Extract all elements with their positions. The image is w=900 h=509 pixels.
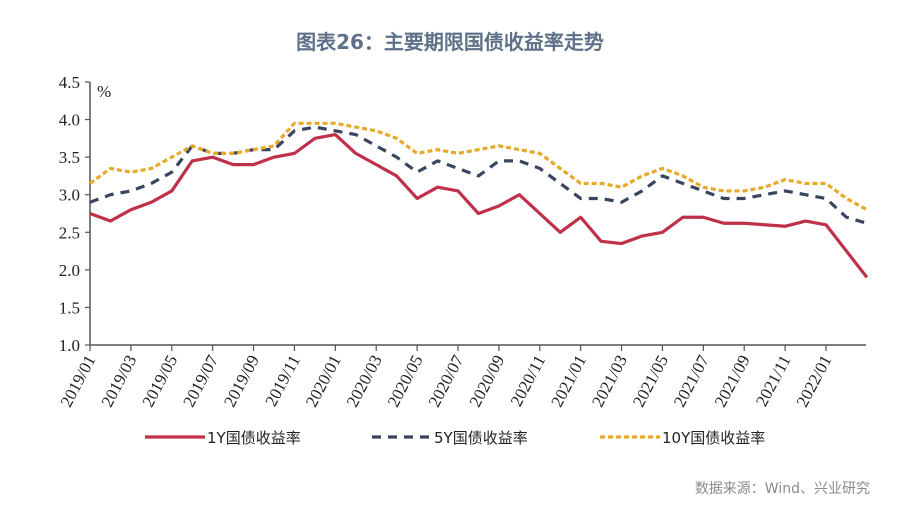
y-tick-label: 1.5 <box>59 298 80 317</box>
x-tick-label: 2020/03 <box>343 352 386 410</box>
y-tick-label: 2.0 <box>59 261 80 280</box>
legend-label-2: 5Y国债收益率 <box>434 429 528 447</box>
y-tick-label: 4.0 <box>59 111 80 130</box>
x-tick-label: 2021/03 <box>588 352 631 410</box>
x-tick-label: 2020/11 <box>507 352 550 410</box>
y-tick-label: 3.0 <box>59 186 80 205</box>
legend-label-3: 10Y国债收益率 <box>662 429 765 447</box>
x-tick-label: 2020/01 <box>302 352 345 410</box>
x-tick-label: 2019/01 <box>57 352 100 410</box>
series-line-2 <box>89 125 868 225</box>
y-tick-label: 2.5 <box>59 223 80 242</box>
x-tick-label: 2019/05 <box>138 352 181 410</box>
legend-label-1: 1Y国债收益率 <box>207 429 301 447</box>
x-tick-label: 2021/01 <box>547 352 590 410</box>
series-line-3 <box>89 121 868 212</box>
x-tick-label: 2019/03 <box>97 352 140 410</box>
y-tick-label: 4.5 <box>59 73 80 92</box>
x-tick-label: 2020/05 <box>384 352 427 410</box>
x-tick-label: 2021/07 <box>670 352 713 411</box>
x-tick-label: 2019/07 <box>179 352 222 411</box>
x-tick-label: 2020/09 <box>465 352 508 410</box>
x-tick-label: 2022/01 <box>793 352 836 410</box>
x-tick-label: 2021/09 <box>711 352 754 410</box>
x-tick-label: 2019/11 <box>261 352 304 410</box>
y-tick-label: 1.0 <box>59 336 80 355</box>
chart-title: 图表26：主要期限国债收益率走势 <box>296 30 604 54</box>
data-source: 数据来源：Wind、兴业研究 <box>694 481 870 497</box>
x-tick-label: 2020/07 <box>425 352 468 411</box>
x-tick-label: 2019/09 <box>220 352 263 410</box>
series-line-1 <box>89 133 869 279</box>
y-axis-unit: % <box>97 82 111 101</box>
x-tick-label: 2021/05 <box>629 352 672 410</box>
x-tick-label: 2021/11 <box>752 352 795 410</box>
y-tick-label: 3.5 <box>59 148 80 167</box>
